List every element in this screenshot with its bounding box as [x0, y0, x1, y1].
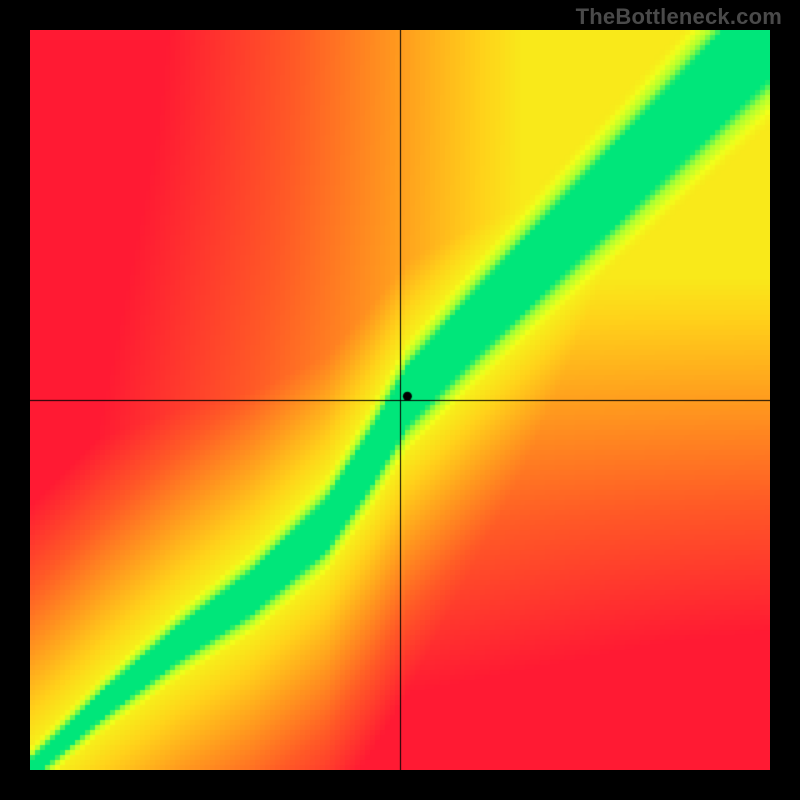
attribution-text: TheBottleneck.com — [576, 4, 782, 30]
chart-root: { "attribution": "TheBottleneck.com", "c… — [0, 0, 800, 800]
bottleneck-heatmap — [30, 30, 770, 770]
